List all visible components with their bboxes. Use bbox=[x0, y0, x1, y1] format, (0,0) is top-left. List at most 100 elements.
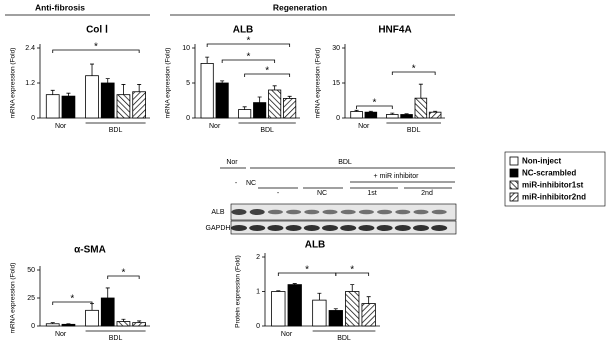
y-axis-label: mRNA expression (Fold) bbox=[165, 48, 172, 119]
chart-title: ALB bbox=[233, 25, 254, 36]
band bbox=[267, 209, 283, 215]
error-bar bbox=[205, 56, 210, 64]
bar bbox=[328, 310, 343, 327]
band bbox=[286, 209, 302, 215]
blot-group: Nor bbox=[226, 159, 238, 166]
significance-bracket bbox=[244, 73, 291, 77]
bar bbox=[61, 95, 76, 119]
significance-mark: * bbox=[94, 42, 98, 53]
significance-mark: * bbox=[121, 268, 125, 279]
significance-bracket bbox=[107, 275, 140, 279]
error-bar bbox=[368, 110, 373, 113]
error-bar bbox=[257, 96, 262, 103]
band bbox=[303, 225, 320, 231]
chart-title: ALB bbox=[305, 240, 326, 251]
bar bbox=[45, 323, 60, 327]
band bbox=[285, 225, 302, 231]
band bbox=[267, 225, 284, 231]
western-blot: Nor BDL - NC + miR inhibitor - NC 1st 2n… bbox=[206, 159, 457, 235]
bar bbox=[215, 82, 229, 119]
error-bar bbox=[272, 85, 277, 90]
x-tick-label: Nor bbox=[358, 123, 370, 130]
legend-label: NC-scrambled bbox=[522, 169, 576, 178]
y-tick-label: 2.4 bbox=[25, 45, 35, 52]
y-tick-label: 5 bbox=[186, 80, 190, 87]
significance-bracket bbox=[391, 71, 436, 75]
error-bar bbox=[333, 308, 338, 311]
blot-lane: NC bbox=[317, 190, 327, 197]
x-tick-label: Nor bbox=[281, 331, 293, 338]
bar bbox=[400, 114, 413, 119]
bar bbox=[268, 89, 282, 119]
legend-label: miR-inhibitor2nd bbox=[522, 193, 586, 202]
bar bbox=[253, 102, 267, 119]
band bbox=[231, 225, 247, 231]
error-bar bbox=[433, 110, 438, 113]
significance-mark: * bbox=[246, 52, 250, 63]
bar bbox=[414, 97, 428, 119]
legend: Non-inject NC-scrambled miR-inhibitor1st mi… bbox=[504, 151, 606, 207]
significance-mark: * bbox=[372, 98, 376, 109]
section-header: Anti-fibrosis bbox=[35, 2, 85, 12]
band bbox=[322, 209, 338, 215]
band bbox=[431, 225, 448, 231]
y-tick-label: 1.2 bbox=[25, 80, 35, 87]
significance-bracket bbox=[52, 49, 140, 53]
band bbox=[340, 225, 357, 231]
band bbox=[376, 225, 393, 231]
y-tick-label: 15 bbox=[332, 80, 340, 87]
y-axis-label: mRNA expression (Fold) bbox=[315, 48, 322, 119]
error-bar bbox=[404, 113, 409, 115]
error-bar bbox=[66, 323, 71, 325]
blot-row: ALB bbox=[211, 209, 225, 216]
y-axis-label: mRNA expression (Fold) bbox=[10, 48, 17, 119]
error-bar bbox=[366, 296, 371, 304]
y-axis-label: Protein expression (Fold) bbox=[235, 255, 242, 328]
significance-bracket bbox=[356, 105, 393, 109]
y-tick-label: 30 bbox=[332, 45, 340, 52]
x-tick-label: BDL bbox=[260, 127, 274, 134]
y-tick-label: 1 bbox=[256, 288, 260, 295]
bar bbox=[271, 291, 286, 327]
legend-swatch bbox=[509, 192, 519, 202]
x-tick-label: Nor bbox=[55, 123, 67, 130]
error-bar bbox=[105, 78, 110, 83]
chart-title: α-SMA bbox=[74, 245, 106, 256]
bar bbox=[100, 82, 115, 119]
blot-bands bbox=[231, 209, 448, 231]
error-bar bbox=[242, 106, 247, 110]
bar bbox=[287, 284, 302, 327]
y-tick-label: 0 bbox=[186, 115, 190, 122]
bar bbox=[238, 109, 252, 119]
significance-bracket bbox=[335, 272, 370, 276]
y-tick-label: 2 bbox=[256, 254, 260, 261]
error-bar bbox=[418, 83, 423, 99]
significance-mark: * bbox=[246, 36, 250, 47]
bar bbox=[345, 291, 360, 327]
error-bar bbox=[137, 320, 142, 323]
bar bbox=[200, 63, 214, 119]
significance-mark: * bbox=[350, 265, 354, 276]
significance-bracket bbox=[206, 43, 291, 47]
error-bar bbox=[50, 89, 55, 95]
legend-swatch bbox=[509, 168, 519, 178]
band bbox=[340, 209, 356, 215]
error-bar bbox=[350, 284, 355, 292]
x-tick-label: Nor bbox=[209, 123, 221, 130]
error-bar bbox=[390, 112, 395, 115]
significance-mark: * bbox=[305, 265, 309, 276]
band bbox=[322, 225, 338, 231]
significance-bracket bbox=[221, 59, 276, 63]
section-header: Regeneration bbox=[273, 2, 327, 12]
x-tick-label: BDL bbox=[337, 335, 351, 342]
band bbox=[377, 209, 393, 215]
error-bar bbox=[220, 80, 225, 83]
x-tick-label: BDL bbox=[109, 127, 123, 134]
bar bbox=[116, 94, 131, 119]
error-bar bbox=[90, 63, 95, 76]
band bbox=[413, 225, 429, 231]
error-bar bbox=[105, 287, 110, 298]
band bbox=[231, 209, 247, 215]
band bbox=[394, 225, 411, 231]
